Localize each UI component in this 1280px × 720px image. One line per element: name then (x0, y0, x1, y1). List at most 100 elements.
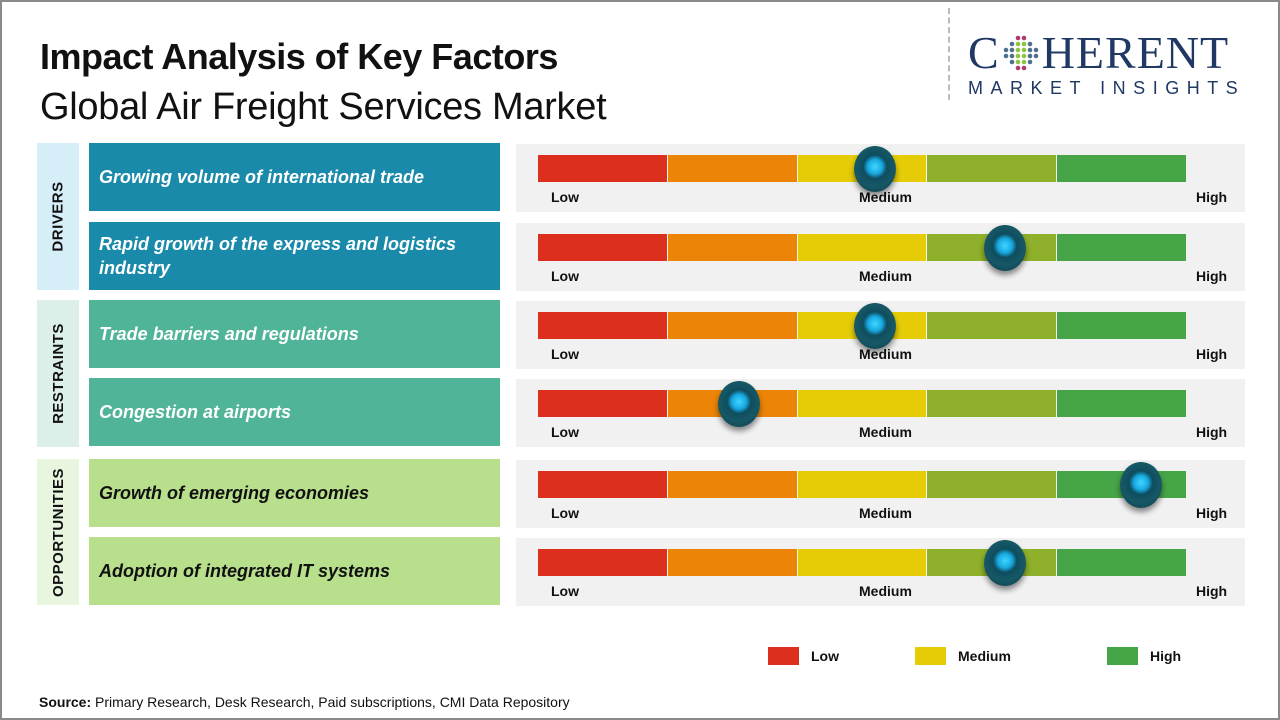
logo-letters: HERENT (1041, 27, 1230, 78)
scale-segment-4 (927, 312, 1058, 339)
scale-segment-1 (538, 312, 668, 339)
impact-marker-knob (853, 146, 896, 192)
impact-scale-bar (538, 234, 1186, 261)
globe-dot (1015, 47, 1020, 53)
scale-segment-2 (667, 155, 798, 182)
factor-label: Growing volume of international trade (89, 143, 500, 211)
globe-dot (1009, 41, 1014, 47)
impact-marker-knob (1119, 462, 1162, 508)
globe-dot (1033, 47, 1038, 53)
legend-swatch-low (768, 647, 799, 665)
scale-segment-1 (538, 390, 668, 417)
globe-dot (1009, 59, 1014, 65)
scale-label-medium: Medium (859, 505, 912, 521)
logo-letter-c: C (968, 27, 1000, 78)
scale-label-low: Low (551, 189, 579, 205)
scale-segment-3 (797, 549, 928, 576)
scale-label-low: Low (551, 583, 579, 599)
scale-segment-5 (1057, 549, 1186, 576)
scale-label-medium: Medium (859, 346, 912, 362)
scale-segment-5 (1057, 390, 1186, 417)
factor-label: Rapid growth of the express and logistic… (89, 222, 500, 290)
scale-segment-2 (667, 471, 798, 498)
globe-dot (1021, 53, 1026, 59)
impact-marker-knob (717, 381, 760, 427)
impact-gauge: Low Medium High (516, 223, 1245, 291)
globe-dot (1027, 53, 1032, 59)
globe-dot (1015, 35, 1020, 41)
globe-dot (1027, 59, 1032, 65)
legend-swatch-high (1107, 647, 1138, 665)
scale-label-high: High (1196, 583, 1228, 599)
impact-marker-knob (853, 303, 896, 349)
globe-dot (1021, 65, 1026, 71)
globe-dot (1003, 47, 1008, 53)
globe-dot (1027, 47, 1032, 53)
scale-label-high: High (1196, 189, 1228, 205)
category-opportunities: OPPORTUNITIES (37, 459, 79, 605)
scale-label-high: High (1196, 505, 1228, 521)
globe-dot (1033, 53, 1038, 59)
globe-dot (1015, 59, 1020, 65)
category-drivers: DRIVERS (37, 143, 79, 290)
impact-gauge: Low Medium High (516, 301, 1245, 369)
impact-gauge: Low Medium High (516, 460, 1245, 528)
logo-divider (948, 8, 950, 100)
source-note: Source: Primary Research, Desk Research,… (39, 694, 570, 710)
scale-label-high: High (1196, 424, 1228, 440)
factor-label: Congestion at airports (89, 378, 500, 446)
legend-high: High (1107, 647, 1181, 665)
scale-segment-1 (538, 155, 668, 182)
scale-label-high: High (1196, 268, 1228, 284)
scale-label-medium: Medium (859, 583, 912, 599)
impact-marker-knob (983, 225, 1026, 271)
scale-segment-5 (1057, 155, 1186, 182)
impact-gauge: Low Medium High (516, 379, 1245, 447)
globe-dot (1003, 53, 1008, 59)
scale-label-low: Low (551, 346, 579, 362)
factor-label: Trade barriers and regulations (89, 300, 500, 368)
scale-segment-3 (797, 234, 928, 261)
scale-segment-4 (927, 390, 1058, 417)
scale-segment-2 (667, 312, 798, 339)
scale-label-medium: Medium (859, 268, 912, 284)
page-title: Impact Analysis of Key Factors (40, 36, 558, 77)
globe-dot (1015, 41, 1020, 47)
globe-dot (1021, 41, 1026, 47)
legend-medium: Medium (915, 647, 1011, 665)
globe-dot (1009, 47, 1014, 53)
scale-segment-3 (797, 471, 928, 498)
impact-scale-bar (538, 549, 1186, 576)
legend-swatch-medium (915, 647, 946, 665)
scale-label-medium: Medium (859, 189, 912, 205)
scale-segment-5 (1057, 312, 1186, 339)
scale-segment-5 (1057, 234, 1186, 261)
legend-low: Low (768, 647, 839, 665)
globe-dot (1015, 65, 1020, 71)
globe-dot (1021, 47, 1026, 53)
globe-dot (1027, 41, 1032, 47)
globe-dot (1015, 53, 1020, 59)
scale-segment-2 (667, 549, 798, 576)
impact-scale-bar (538, 390, 1186, 417)
company-logo: C HERENT MARKET INSIGHTS (968, 30, 1260, 99)
scale-segment-4 (927, 471, 1058, 498)
scale-segment-1 (538, 234, 668, 261)
globe-dot (1021, 35, 1026, 41)
factor-label: Growth of emerging economies (89, 459, 500, 527)
impact-gauge: Low Medium High (516, 538, 1245, 606)
scale-label-low: Low (551, 268, 579, 284)
impact-scale-bar (538, 155, 1186, 182)
scale-segment-1 (538, 471, 668, 498)
factor-label: Adoption of integrated IT systems (89, 537, 500, 605)
scale-segment-3 (797, 390, 928, 417)
impact-scale-bar (538, 471, 1186, 498)
globe-dot (1021, 59, 1026, 65)
impact-gauge: Low Medium High (516, 144, 1245, 212)
scale-label-high: High (1196, 346, 1228, 362)
scale-label-medium: Medium (859, 424, 912, 440)
logo-tagline: MARKET INSIGHTS (968, 78, 1246, 98)
scale-segment-4 (927, 155, 1058, 182)
scale-segment-1 (538, 549, 668, 576)
